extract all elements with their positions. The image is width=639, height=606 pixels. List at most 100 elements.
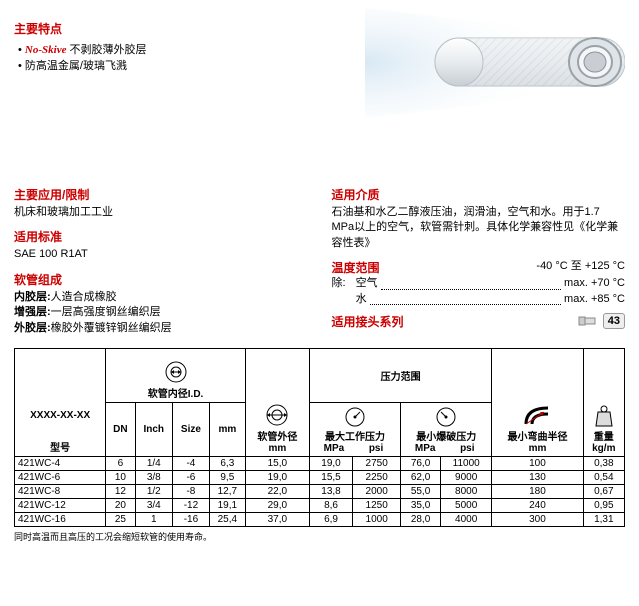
id-group-label: 软管内径I.D.: [109, 385, 242, 400]
hose-illustration: [365, 8, 625, 118]
table-cell: 22,0: [245, 484, 309, 498]
table-cell: 8000: [440, 484, 491, 498]
unit-size: Size: [173, 402, 210, 456]
bend-label: 最小弯曲半径: [495, 428, 579, 443]
table-cell: 62,0: [401, 470, 441, 484]
table-cell: 20: [106, 498, 135, 512]
table-cell: 19,0: [245, 470, 309, 484]
unit-mm: mm: [495, 443, 579, 454]
table-cell: -6: [173, 470, 210, 484]
table-cell: 25: [106, 512, 135, 526]
table-row: 421WC-6103/8-69,519,015,5225062,09000130…: [15, 470, 625, 484]
table-cell: 100: [492, 456, 583, 470]
table-cell: 421WC-8: [15, 484, 106, 498]
table-cell: -4: [173, 456, 210, 470]
table-cell: 130: [492, 470, 583, 484]
fitting-heading: 适用接头系列: [332, 313, 571, 330]
col-mwp: 最大工作压力 MPapsi: [309, 402, 400, 456]
media-text: 石油基和水乙二醇液压油，润滑油，空气和水。用于1.7 MPa以上的空气，软管需针…: [332, 205, 626, 251]
table-cell: 11000: [440, 456, 491, 470]
table-cell: 15,5: [309, 470, 352, 484]
col-od: 软管外径 mm: [245, 348, 309, 456]
part-placeholder: XXXX-XX-XX: [18, 410, 102, 421]
table-cell: 180: [492, 484, 583, 498]
table-cell: 5000: [440, 498, 491, 512]
table-cell: 240: [492, 498, 583, 512]
temperature-range: -40 °C 至 +125 °C: [536, 259, 625, 276]
table-cell: 35,0: [401, 498, 441, 512]
construction-reinf: 增强层:一层高强度钢丝编织层: [14, 305, 308, 320]
inner-label: 内胶层:: [14, 291, 51, 303]
table-cell: 1250: [353, 498, 401, 512]
unit-dn: DN: [106, 402, 135, 456]
standard-heading: 适用标准: [14, 228, 308, 245]
part-label: 型号: [18, 439, 102, 454]
table-cell: 55,0: [401, 484, 441, 498]
id-icon: [163, 359, 189, 385]
weight-label: 重量: [587, 428, 621, 443]
table-cell: 0,54: [583, 470, 624, 484]
table-cell: 1,31: [583, 512, 624, 526]
table-cell: -16: [173, 512, 210, 526]
table-cell: 6,3: [209, 456, 245, 470]
table-cell: 12,7: [209, 484, 245, 498]
construction-heading: 软管组成: [14, 271, 308, 288]
unit-mm: mm: [249, 443, 306, 454]
table-cell: 13,8: [309, 484, 352, 498]
col-group-id: 软管内径I.D.: [106, 348, 246, 402]
fitting-icon: [577, 313, 597, 329]
dot-leader: [370, 292, 561, 305]
table-cell: 1/4: [135, 456, 173, 470]
bend-icon: [522, 402, 552, 428]
application-text: 机床和玻璃加工工业: [14, 205, 308, 220]
table-cell: 0,95: [583, 498, 624, 512]
table-row: 421WC-12203/4-1219,129,08,6125035,050002…: [15, 498, 625, 512]
spec-table: XXXX-XX-XX 型号 软管内径I.D. 软管外径 mm 压力范围 最小弯曲…: [14, 348, 625, 527]
table-cell: 0,67: [583, 484, 624, 498]
table-cell: 19,0: [309, 456, 352, 470]
gauge-icon: [435, 406, 457, 428]
table-cell: 10: [106, 470, 135, 484]
table-cell: 15,0: [245, 456, 309, 470]
table-row: 421WC-8121/2-812,722,013,8200055,0800018…: [15, 484, 625, 498]
mbp-label: 最小爆破压力: [404, 428, 488, 443]
table-cell: 421WC-16: [15, 512, 106, 526]
table-cell: 0,38: [583, 456, 624, 470]
table-cell: 2250: [353, 470, 401, 484]
table-cell: 4000: [440, 512, 491, 526]
gauge-icon: [344, 406, 366, 428]
application-heading: 主要应用/限制: [14, 186, 308, 203]
table-cell: 76,0: [401, 456, 441, 470]
construction-inner: 内胶层:人造合成橡胶: [14, 290, 308, 305]
table-cell: 421WC-4: [15, 456, 106, 470]
table-cell: 28,0: [401, 512, 441, 526]
temp-name: 空气: [356, 276, 378, 291]
media-heading: 适用介质: [332, 186, 626, 203]
temperature-row: 空气 max. +70 °C: [356, 276, 625, 291]
unit-mm: mm: [209, 402, 245, 456]
col-mbp: 最小爆破压力 MPapsi: [401, 402, 492, 456]
unit-psi: psi: [355, 443, 397, 454]
feature-text: 不剥胶薄外胶层: [66, 44, 146, 56]
weight-icon: [593, 404, 615, 428]
temperature-heading: 温度范围: [332, 259, 380, 276]
temperature-row: 水 max. +85 °C: [356, 292, 625, 307]
construction-outer: 外胶层:橡胶外覆镀锌钢丝编织层: [14, 321, 308, 336]
reinf-text: 一层高强度钢丝编织层: [51, 306, 161, 318]
od-icon: [264, 402, 290, 428]
unit-kgm: kg/m: [587, 443, 621, 454]
table-row: 421WC-461/4-46,315,019,0275076,011000100…: [15, 456, 625, 470]
outer-label: 外胶层:: [14, 322, 51, 334]
reinf-label: 增强层:: [14, 306, 51, 318]
temp-value: max. +85 °C: [564, 292, 625, 307]
table-cell: 9,5: [209, 470, 245, 484]
mwp-label: 最大工作压力: [313, 428, 397, 443]
features-heading: 主要特点: [14, 20, 345, 37]
col-group-pressure: 压力范围: [309, 348, 491, 402]
table-cell: 37,0: [245, 512, 309, 526]
standard-text: SAE 100 R1AT: [14, 247, 308, 262]
unit-mpa: MPa: [313, 443, 355, 454]
no-skive-label: No-Skive: [25, 44, 67, 56]
feature-text: 防高温金属/玻璃飞溅: [25, 60, 127, 72]
table-cell: 3/8: [135, 470, 173, 484]
